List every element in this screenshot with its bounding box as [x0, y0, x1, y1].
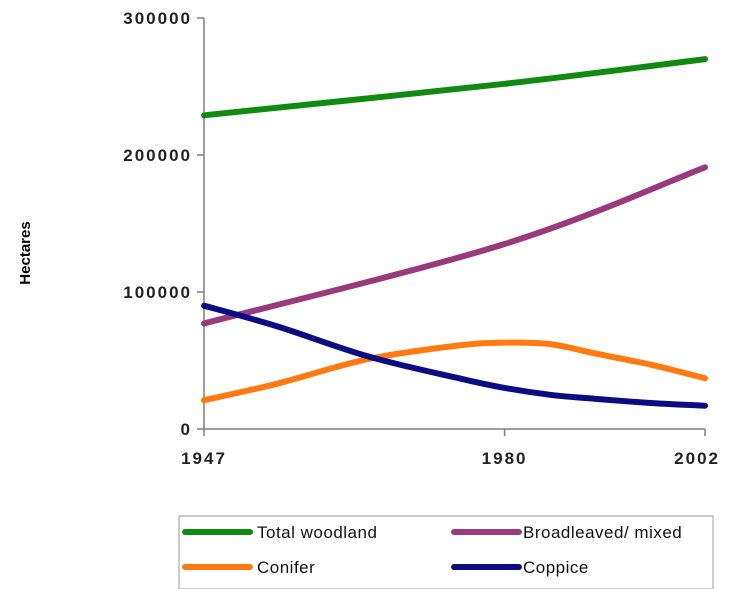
y-tick-label: 200000 [123, 146, 192, 165]
y-tick-label: 300000 [123, 9, 192, 28]
y-tick-label: 0 [181, 420, 192, 439]
legend-label-broadleaved-mixed: Broadleaved/ mixed [523, 523, 682, 542]
x-tick-label: 2002 [674, 449, 720, 468]
series-layer [201, 56, 708, 409]
series-line-coppice [201, 302, 708, 409]
legend-box [178, 515, 714, 589]
x-tick-label: 1947 [181, 449, 227, 468]
legend-label-conifer: Conifer [257, 558, 315, 577]
axes [197, 17, 706, 436]
x-tick-label: 1980 [482, 449, 528, 468]
tick-labels: 0 100000 200000 300000 1947 1980 2002 [123, 9, 720, 468]
series-line-conifer [201, 339, 708, 404]
legend-label-coppice: Coppice [523, 558, 589, 577]
y-axis-title: Hectares [17, 221, 34, 284]
legend-label-total-woodland: Total woodland [257, 523, 377, 542]
y-tick-label: 100000 [123, 283, 192, 302]
legend: Total woodland Broadleaved/ mixed Conifer C… [178, 515, 714, 589]
series-line-broadleaved-mixed [201, 164, 708, 327]
series-line-total-woodland [201, 56, 708, 119]
